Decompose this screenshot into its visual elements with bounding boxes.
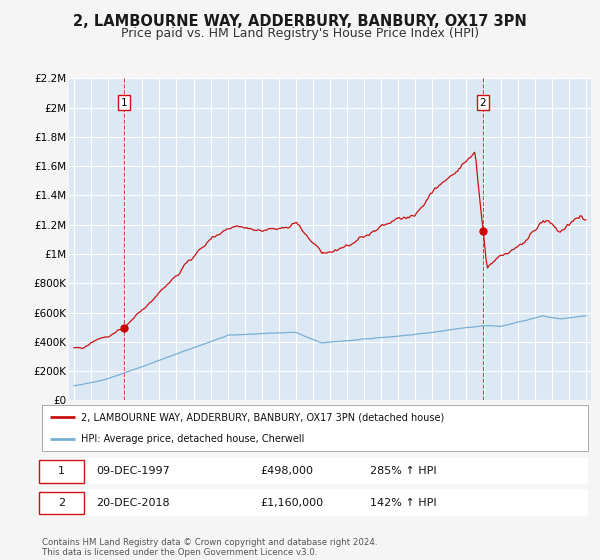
Text: £1,160,000: £1,160,000 (260, 498, 323, 508)
Text: 2, LAMBOURNE WAY, ADDERBURY, BANBURY, OX17 3PN (detached house): 2, LAMBOURNE WAY, ADDERBURY, BANBURY, OX… (82, 412, 445, 422)
Text: 2: 2 (58, 498, 65, 508)
Text: Contains HM Land Registry data © Crown copyright and database right 2024.
This d: Contains HM Land Registry data © Crown c… (42, 538, 377, 557)
Text: £498,000: £498,000 (260, 466, 313, 476)
Text: 1: 1 (121, 97, 128, 108)
Text: 2, LAMBOURNE WAY, ADDERBURY, BANBURY, OX17 3PN: 2, LAMBOURNE WAY, ADDERBURY, BANBURY, OX… (73, 14, 527, 29)
Text: 285% ↑ HPI: 285% ↑ HPI (370, 466, 436, 476)
FancyBboxPatch shape (39, 492, 84, 515)
FancyBboxPatch shape (39, 460, 84, 483)
Text: 09-DEC-1997: 09-DEC-1997 (97, 466, 170, 476)
Text: 20-DEC-2018: 20-DEC-2018 (97, 498, 170, 508)
Text: 1: 1 (58, 466, 65, 476)
Text: 2: 2 (480, 97, 487, 108)
Text: 142% ↑ HPI: 142% ↑ HPI (370, 498, 436, 508)
Text: HPI: Average price, detached house, Cherwell: HPI: Average price, detached house, Cher… (82, 435, 305, 444)
Text: Price paid vs. HM Land Registry's House Price Index (HPI): Price paid vs. HM Land Registry's House … (121, 27, 479, 40)
